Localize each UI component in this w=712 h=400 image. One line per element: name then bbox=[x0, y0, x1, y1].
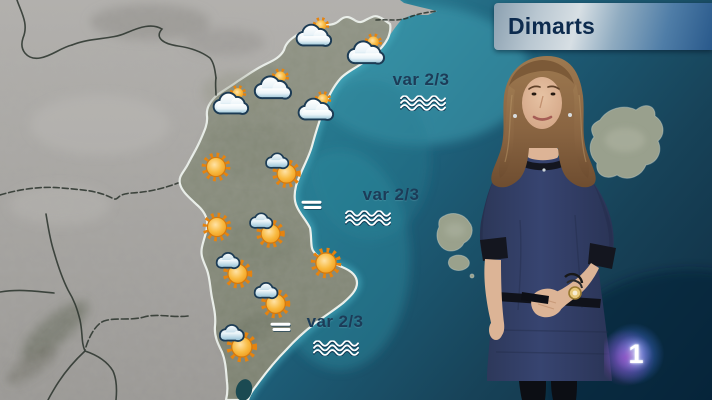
channel-logo-digit: 1 bbox=[628, 338, 644, 369]
sea-state-label: var 2/3 bbox=[392, 70, 450, 89]
day-banner-label: Dimarts bbox=[508, 13, 596, 39]
sea-state-label: var 2/3 bbox=[362, 185, 420, 204]
sea-state-label: var 2/3 bbox=[306, 312, 364, 331]
day-banner: Dimarts bbox=[494, 3, 712, 50]
channel-logo: 1 bbox=[604, 322, 668, 386]
